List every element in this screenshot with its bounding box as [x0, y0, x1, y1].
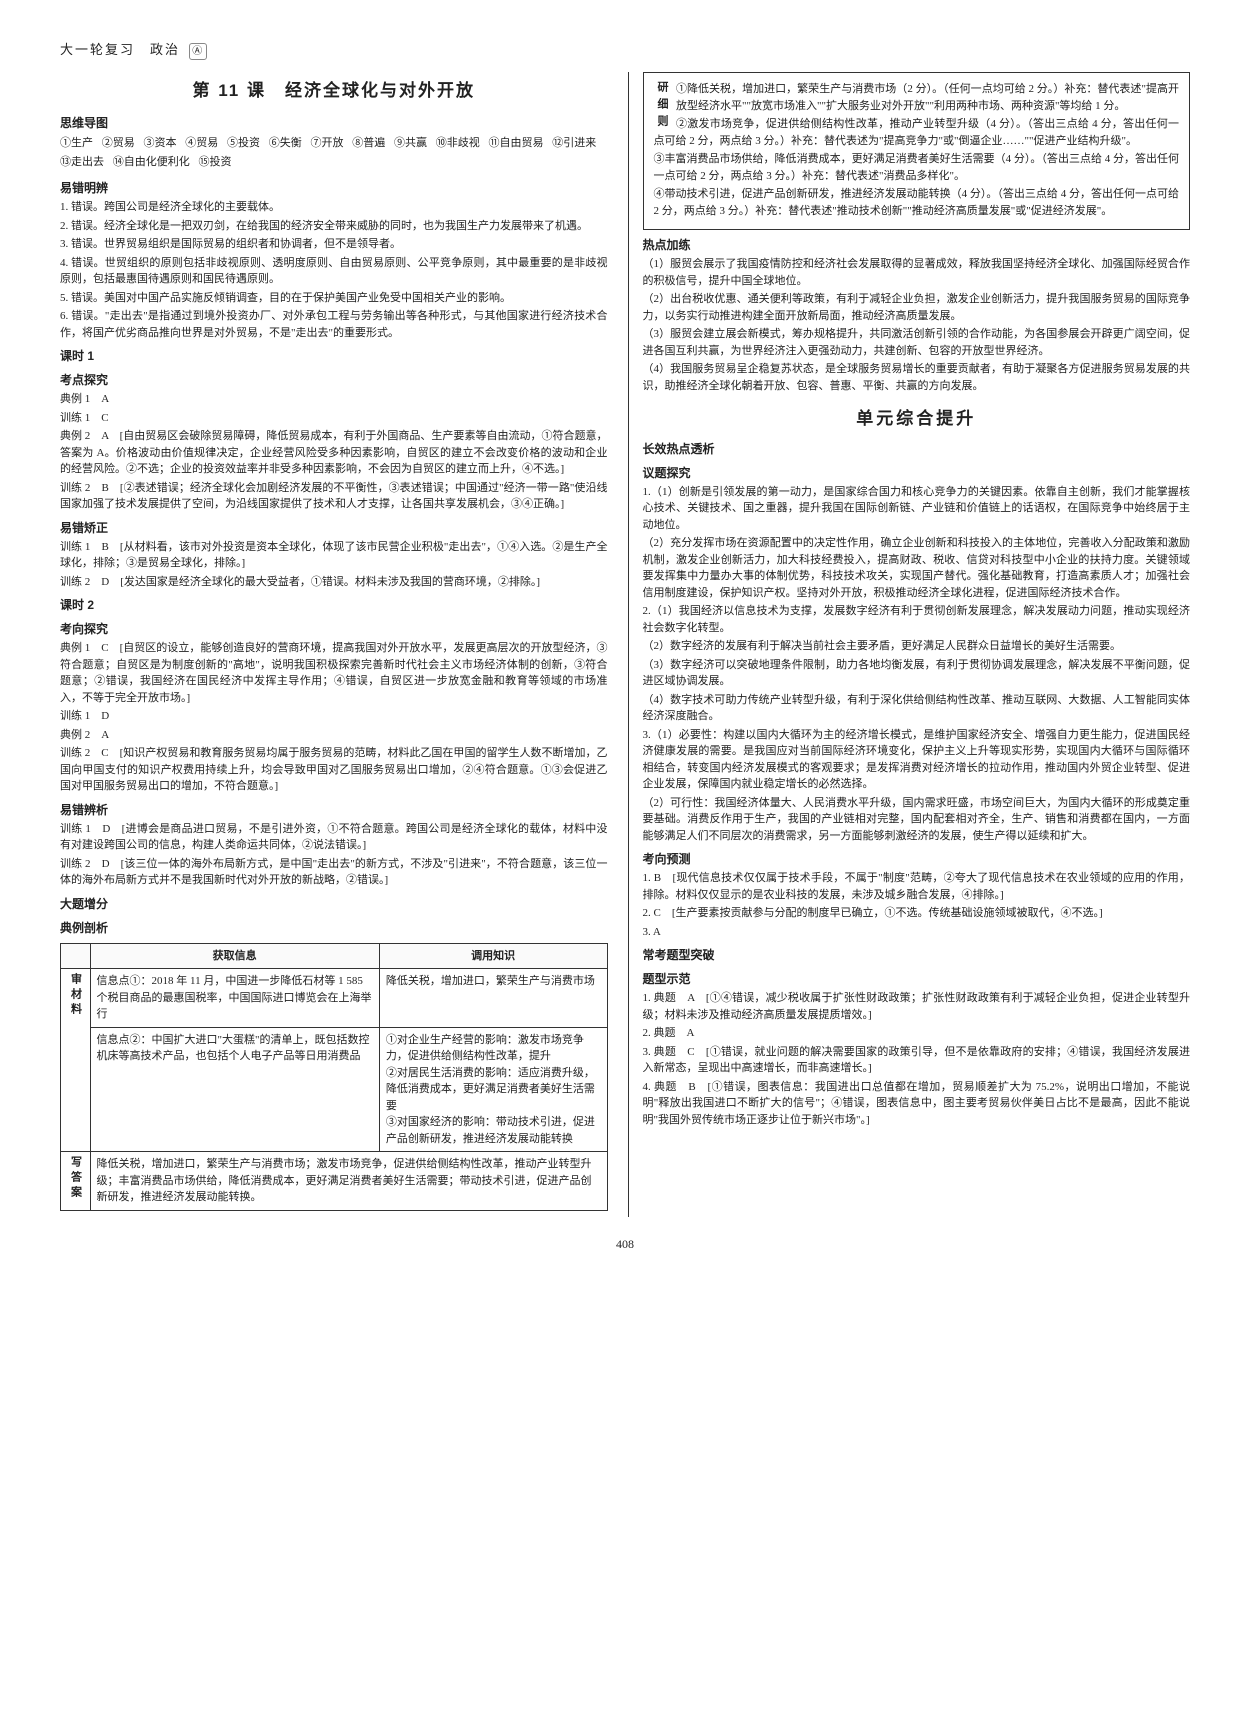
siwei-item: ⑬走出去 — [60, 153, 104, 173]
box-side-label: 研细则 — [654, 81, 671, 132]
tixing-item: 2. 典题 A — [643, 1025, 1191, 1042]
section-dianpou: 典例剖析 — [60, 919, 608, 937]
kx2-item: 典例 2 A — [60, 727, 608, 744]
box-item: ④带动技术引进，促进产品创新研发，推进经济发展动能转换（4 分）。（答出三点给 … — [654, 186, 1180, 219]
section-changkao: 常考题型突破 — [643, 946, 1191, 964]
kx2-item: 典例 1 C [自贸区的设立，能够创造良好的营商环境，提高我国对外开放水平，发展… — [60, 640, 608, 706]
section-kaodian: 考点探究 — [60, 371, 608, 389]
siwei-item: ②贸易 — [102, 134, 135, 154]
siwei-item: ⑪自由贸易 — [489, 134, 544, 154]
siwei-item: ⑤投资 — [227, 134, 260, 154]
two-column-layout: 第 11 课 经济全球化与对外开放 思维导图 ①生产 ②贸易 ③资本 ④贸易 ⑤… — [60, 72, 1190, 1217]
kaoyuce-item: 1. B [现代信息技术仅仅属于技术手段，不属于"制度"范畴，②夸大了现代信息技… — [643, 870, 1191, 903]
yicuo-item: 5. 错误。美国对中国产品实施反倾销调查，目的在于保护美国产业免受中国相关产业的… — [60, 290, 608, 307]
section-keshi1: 课时 1 — [60, 347, 608, 365]
redian-item: （2）出台税收优惠、通关便利等政策，有利于减轻企业负担，激发企业创新活力，提升我… — [643, 291, 1191, 324]
box-item: ①降低关税，增加进口，繁荣生产与消费市场（2 分）。（任何一点均可给 2 分。）… — [654, 81, 1180, 114]
kaoyuce-item: 3. A — [643, 924, 1191, 941]
yiti-item: 1.（1）创新是引领发展的第一动力，是国家综合国力和核心竞争力的关键因素。依靠自… — [643, 484, 1191, 534]
section-kaoyuce: 考向预测 — [643, 850, 1191, 868]
unit-title: 单元综合提升 — [643, 406, 1191, 432]
section-yicuo: 易错明辨 — [60, 179, 608, 197]
siwei-item: ⑧普遍 — [352, 134, 385, 154]
redian-item: （1）服贸会展示了我国疫情防控和经济社会发展取得的显著成效，释放我国坚持经济全球… — [643, 256, 1191, 289]
yicuobx-item: 训练 2 D [该三位一体的海外布局新方式，是中国"走出去"的新方式，不涉及"引… — [60, 856, 608, 889]
left-column: 第 11 课 经济全球化与对外开放 思维导图 ①生产 ②贸易 ③资本 ④贸易 ⑤… — [60, 72, 608, 1217]
yicuo-item: 6. 错误。"走出去"是指通过到境外投资办厂、对外承包工程与劳务输出等各种形式，… — [60, 308, 608, 341]
right-column: 研细则 ①降低关税，增加进口，繁荣生产与消费市场（2 分）。（任何一点均可给 2… — [628, 72, 1191, 1217]
siwei-item: ③资本 — [144, 134, 177, 154]
section-kaoxiang: 考向探究 — [60, 620, 608, 638]
yiti-item: 3.（1）必要性：构建以国内大循环为主的经济增长模式，是维护国家经济安全、增强自… — [643, 727, 1191, 793]
cell-info1: 信息点①：2018 年 11 月，中国进一步降低石材等 1 585 个税目商品的… — [90, 969, 379, 1028]
header-mark: Ⓐ — [189, 43, 207, 60]
kd1-item: 典例 2 A [自由贸易区会破除贸易障碍，降低贸易成本，有利于外国商品、生产要素… — [60, 428, 608, 478]
vhead-answer: 写答案 — [61, 1152, 91, 1211]
siwei-item: ⑥失衡 — [269, 134, 302, 154]
th-know: 调用知识 — [379, 943, 607, 969]
siwei-item: ①生产 — [60, 134, 93, 154]
siwei-items: ①生产 ②贸易 ③资本 ④贸易 ⑤投资 ⑥失衡 ⑦开放 ⑧普遍 ⑨共赢 ⑩非歧视… — [60, 134, 608, 174]
section-redian: 热点加练 — [643, 236, 1191, 254]
section-tixing: 题型示范 — [643, 970, 1191, 988]
th-info: 获取信息 — [90, 943, 379, 969]
analysis-table: 获取信息 调用知识 审材料 信息点①：2018 年 11 月，中国进一步降低石材… — [60, 943, 608, 1211]
header-title: 大一轮复习 政治 — [60, 42, 180, 57]
yiti-item: （2）数字经济的发展有利于解决当前社会主要矛盾，更好满足人民群众日益增长的美好生… — [643, 638, 1191, 655]
yicuojz-item: 训练 1 B [从材料看，该市对外投资是资本全球化，体现了该市民营企业积极"走出… — [60, 539, 608, 572]
section-dati: 大题增分 — [60, 895, 608, 913]
scoring-box: 研细则 ①降低关税，增加进口，繁荣生产与消费市场（2 分）。（任何一点均可给 2… — [643, 72, 1191, 230]
yicuo-item: 1. 错误。跨国公司是经济全球化的主要载体。 — [60, 199, 608, 216]
yicuo-item: 3. 错误。世界贸易组织是国际贸易的组织者和协调者，但不是领导者。 — [60, 236, 608, 253]
siwei-item: ⑭自由化便利化 — [113, 153, 190, 173]
yiti-item: （4）数字技术可助力传统产业转型升级，有利于深化供给侧结构性改革、推动互联网、大… — [643, 692, 1191, 725]
section-yiti: 议题探究 — [643, 464, 1191, 482]
cell-answer: 降低关税，增加进口，繁荣生产与消费市场；激发市场竞争，促进供给侧结构性改革，推动… — [90, 1152, 607, 1211]
page-header: 大一轮复习 政治 Ⓐ — [60, 40, 1190, 60]
tixing-item: 3. 典题 C [①错误，就业问题的解决需要国家的政策引导，但不是依靠政府的安排… — [643, 1044, 1191, 1077]
redian-item: （4）我国服务贸易呈企稳复苏状态，是全球服务贸易增长的重要贡献者，有助于凝聚各方… — [643, 361, 1191, 394]
section-yicuojz: 易错矫正 — [60, 519, 608, 537]
tixing-item: 4. 典题 B [①错误，图表信息：我国进出口总值都在增加，贸易顺差扩大为 75… — [643, 1079, 1191, 1129]
section-changxiao: 长效热点透析 — [643, 440, 1191, 458]
yicuo-item: 4. 错误。世贸组织的原则包括非歧视原则、透明度原则、自由贸易原则、公平竞争原则… — [60, 255, 608, 288]
kaoyuce-item: 2. C [生产要素按贡献参与分配的制度早已确立，①不选。传统基础设施领域被取代… — [643, 905, 1191, 922]
page-number: 408 — [60, 1235, 1190, 1253]
siwei-item: ⑦开放 — [311, 134, 344, 154]
cell-know1: 降低关税，增加进口，繁荣生产与消费市场 — [379, 969, 607, 1028]
cell-info2: 信息点②：中国扩大进口"大蛋糕"的清单上，既包括数控机床等高技术产品，也包括个人… — [90, 1027, 379, 1152]
siwei-item: ⑮投资 — [199, 153, 232, 173]
kx2-item: 训练 2 C [知识产权贸易和教育服务贸易均属于服务贸易的范畴，材料此乙国在甲国… — [60, 745, 608, 795]
cell-know2: ①对企业生产经营的影响：激发市场竞争力，促进供给侧结构性改革，提升 ②对居民生活… — [379, 1027, 607, 1152]
section-siwei: 思维导图 — [60, 114, 608, 132]
siwei-item: ⑫引进来 — [552, 134, 596, 154]
th-blank — [61, 943, 91, 969]
section-keshi2: 课时 2 — [60, 596, 608, 614]
yicuojz-item: 训练 2 D [发达国家是经济全球化的最大受益者，①错误。材料未涉及我国的营商环… — [60, 574, 608, 591]
redian-item: （3）服贸会建立展会新模式，筹办规格提升，共同激活创新引领的合作动能，为各国参展… — [643, 326, 1191, 359]
kd1-item: 典例 1 A — [60, 391, 608, 408]
yicuobx-item: 训练 1 D [进博会是商品进口贸易，不是引进外资，①不符合题意。跨国公司是经济… — [60, 821, 608, 854]
yiti-item: 2.（1）我国经济以信息技术为支撑，发展数字经济有利于贯彻创新发展理念，解决发展… — [643, 603, 1191, 636]
yiti-item: （2）可行性：我国经济体量大、人民消费水平升级，国内需求旺盛，市场空间巨大，为国… — [643, 795, 1191, 845]
tixing-item: 1. 典题 A [①④错误，减少税收属于扩张性财政政策；扩张性财政政策有利于减轻… — [643, 990, 1191, 1023]
box-item: ③丰富消费品市场供给，降低消费成本，更好满足消费者美好生活需要（4 分）。（答出… — [654, 151, 1180, 184]
siwei-item: ⑨共赢 — [394, 134, 427, 154]
siwei-item: ⑩非歧视 — [436, 134, 480, 154]
yiti-item: （2）充分发挥市场在资源配置中的决定性作用，确立企业创新和科技投入的主体地位，完… — [643, 535, 1191, 601]
lesson-title: 第 11 课 经济全球化与对外开放 — [60, 78, 608, 104]
yicuo-item: 2. 错误。经济全球化是一把双刃剑，在给我国的经济安全带来威胁的同时，也为我国生… — [60, 218, 608, 235]
siwei-item: ④贸易 — [185, 134, 218, 154]
vhead-material: 审材料 — [61, 969, 91, 1152]
kd1-item: 训练 2 B [②表述错误；经济全球化会加剧经济发展的不平衡性，③表述错误；中国… — [60, 480, 608, 513]
box-item: ②激发市场竞争，促进供给侧结构性改革，推动产业转型升级（4 分）。（答出三点给 … — [654, 116, 1180, 149]
section-yicuobx: 易错辨析 — [60, 801, 608, 819]
kx2-item: 训练 1 D — [60, 708, 608, 725]
yiti-item: （3）数字经济可以突破地理条件限制，助力各地均衡发展，有利于贯彻协调发展理念，解… — [643, 657, 1191, 690]
kd1-item: 训练 1 C — [60, 410, 608, 427]
